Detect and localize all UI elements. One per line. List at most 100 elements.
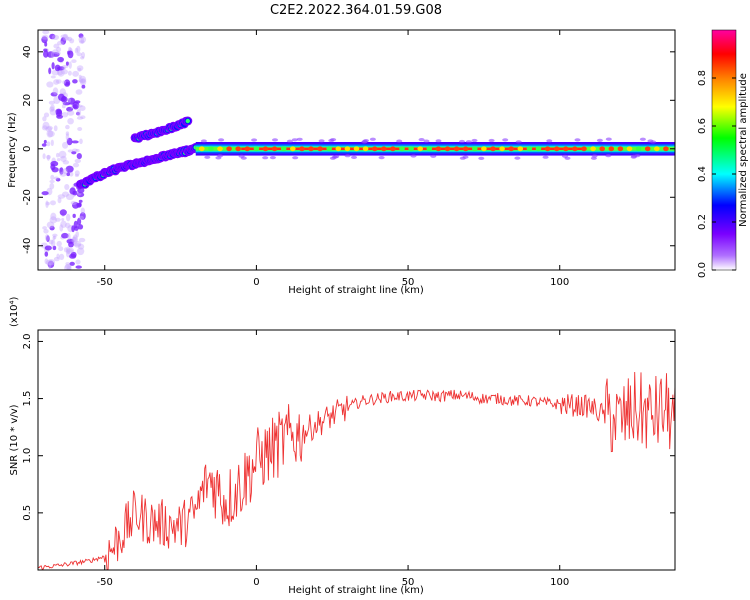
ridge-node: [490, 146, 496, 152]
heatmap-marks: [40, 30, 675, 270]
heatmap-speckle: [46, 154, 51, 161]
heatmap-speckle: [50, 239, 56, 247]
colorbar: 0.0 0.2 0.4 0.6 0.8 Normalized spectral ampl…: [697, 29, 749, 278]
y-tick-label: -40: [22, 238, 33, 254]
heatmap-speckle: [78, 36, 87, 43]
snr-series-line: [38, 371, 675, 570]
heatmap-speckle: [78, 74, 82, 79]
ridge-node: [535, 146, 542, 152]
heatmap-speckle: [43, 48, 48, 52]
snr-frame: [37, 329, 676, 571]
ridge-fringe: [215, 156, 222, 160]
heatmap-speckle: [44, 245, 52, 251]
ridge-fringe: [478, 156, 485, 160]
ridge-fringe: [251, 138, 258, 142]
snr-panel: -50 0 50 100 0.5 1.0 1.5 2.0 Height of straigh…: [9, 296, 676, 596]
heatmap-speckle: [74, 173, 79, 177]
heatmap-speckle: [56, 240, 62, 247]
ridge-fringe: [488, 138, 495, 143]
heatmap-speckle: [77, 67, 82, 72]
ridge-node: [271, 146, 278, 152]
spectrogram-x-ticks: -50 0 50 100: [97, 30, 569, 288]
heatmap-speckle: [79, 78, 87, 86]
heatmap-speckle: [66, 110, 75, 116]
heatmap-speckle: [50, 92, 58, 97]
heatmap-speckle: [57, 40, 64, 46]
heatmap-speckle: [48, 100, 56, 105]
ridge-node: [199, 146, 205, 152]
heatmap-speckle: [49, 109, 57, 116]
colorbar-tick-label: 0.8: [697, 70, 708, 86]
ridge-fringe: [240, 156, 247, 160]
heatmap-speckle: [76, 247, 85, 256]
ridge-fringe: [546, 139, 553, 143]
heatmap-speckle: [69, 171, 74, 177]
ridge-fringe: [435, 139, 442, 143]
colorbar-tick-label: 0.2: [697, 214, 708, 230]
ridge-fringe: [218, 138, 225, 142]
ridge-node: [635, 146, 642, 152]
heatmap-speckle: [49, 182, 55, 190]
heatmap-speckle: [65, 133, 70, 141]
ridge-fringe: [542, 155, 549, 159]
ridge-fringe: [639, 137, 646, 141]
heatmap-speckle: [43, 229, 49, 234]
heatmap-speckle: [60, 96, 68, 103]
heatmap-speckle: [67, 50, 74, 59]
heatmap-speckle: [44, 234, 50, 241]
heatmap-speckle: [72, 148, 78, 153]
ridge-fringe: [459, 156, 466, 160]
heatmap-speckle: [51, 52, 60, 57]
ridge-fringe: [591, 154, 598, 158]
ridge-node: [508, 146, 514, 152]
ridge-node: [626, 146, 633, 152]
ridge-node: [435, 146, 442, 152]
heatmap-speckle: [71, 59, 77, 63]
heatmap-speckle: [76, 192, 85, 198]
heatmap-speckle: [67, 149, 74, 153]
y-tick-label: 1.0: [22, 448, 33, 464]
heatmap-speckle: [62, 191, 69, 197]
heatmap-speckle: [72, 236, 76, 243]
heatmap-speckle: [74, 47, 79, 54]
heatmap-speckle: [65, 124, 70, 130]
ridge-fringe: [465, 140, 472, 144]
heatmap-speckle: [66, 247, 74, 253]
heatmap-speckle: [48, 263, 52, 270]
heatmap-speckle: [68, 241, 74, 248]
ridge-node: [299, 146, 305, 152]
ridge-node: [444, 146, 451, 152]
heatmap-speckle: [61, 69, 68, 75]
heatmap-speckle: [56, 253, 60, 259]
ridge-node: [208, 146, 214, 152]
heatmap-speckle: [52, 233, 58, 237]
heatmap-speckle: [66, 250, 71, 258]
heatmap-speckle: [66, 265, 71, 270]
heatmap-speckle: [60, 220, 67, 228]
ridge-node: [371, 146, 378, 152]
heatmap-speckle: [47, 260, 55, 268]
heatmap-speckle: [66, 137, 73, 146]
ridge-node: [317, 146, 323, 152]
heatmap-speckle: [61, 218, 65, 221]
heatmap-speckle: [42, 153, 46, 160]
ridge-fringe: [514, 156, 521, 160]
heatmap-speckle: [77, 127, 83, 131]
heatmap-speckle: [67, 118, 74, 125]
heatmap-speckle: [69, 261, 75, 266]
figure-title: C2E2.2022.364.01.59.G08: [270, 3, 442, 18]
ridge-node: [399, 146, 405, 152]
heatmap-speckle: [50, 139, 54, 146]
ridge-node: [590, 146, 596, 152]
heatmap-speckle: [76, 65, 84, 71]
ridge-node: [417, 146, 424, 152]
heatmap-speckle: [81, 51, 85, 59]
heatmap-speckle: [66, 106, 74, 112]
heatmap-speckle: [73, 240, 82, 248]
heatmap-speckle: [71, 151, 77, 155]
heatmap-speckle: [71, 140, 79, 144]
heatmap-speckle: [70, 251, 77, 258]
spectrogram-x-label: Height of straight line (km): [288, 285, 424, 296]
ridge-node: [608, 146, 615, 152]
heatmap-speckle: [42, 30, 50, 35]
